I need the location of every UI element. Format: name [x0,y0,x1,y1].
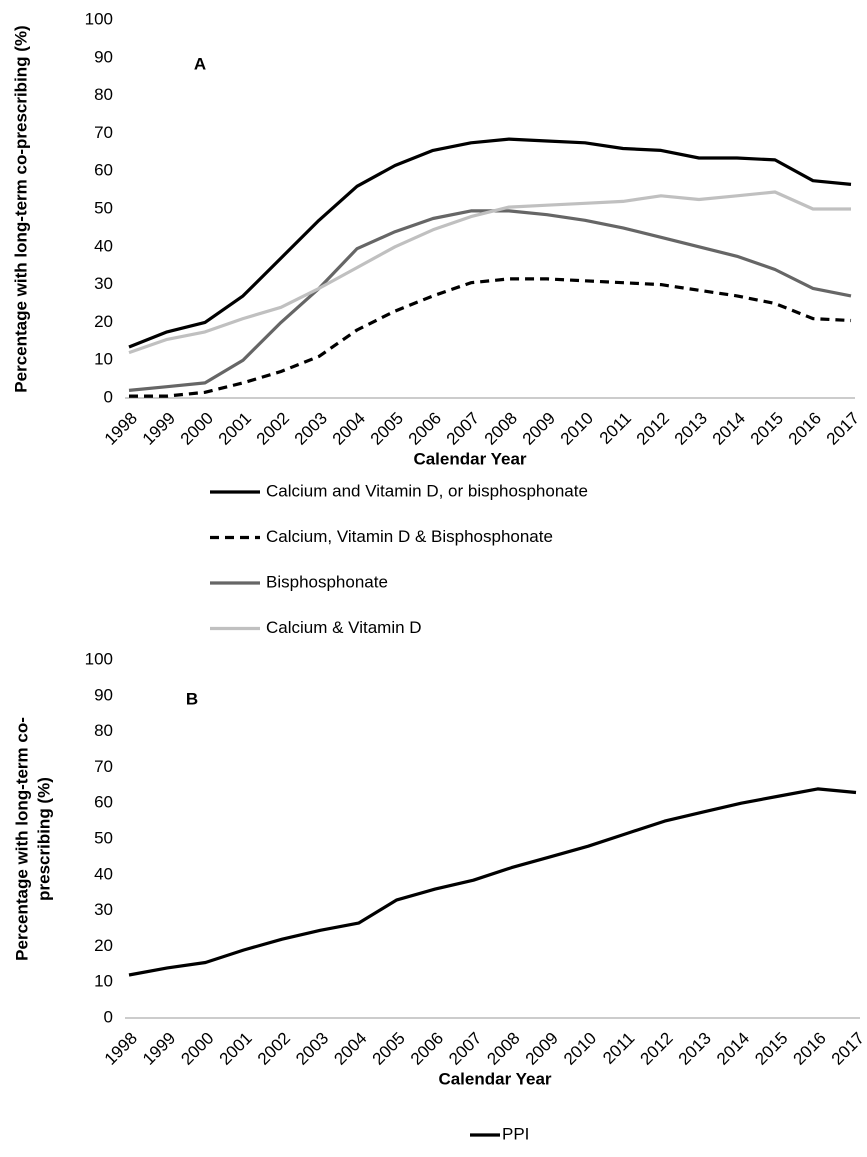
x-tick-label: 2010 [557,409,597,449]
x-tick-label: 2001 [216,1029,256,1069]
x-tick-label: 1999 [139,409,179,449]
series-line [128,787,857,977]
x-tick-label: 2002 [253,409,293,449]
y-tick-label: 100 [85,9,113,28]
x-tick-label: 2017 [828,1029,867,1069]
series-line [128,190,851,355]
legend-label: Calcium, Vitamin D & Bisphosphonate [266,527,553,546]
y-tick-label: 90 [94,47,113,66]
x-tick-label: 2014 [713,1029,753,1069]
y-tick-label: 80 [94,721,113,740]
x-tick-label: 2005 [367,409,407,449]
y-tick-label: 10 [94,972,113,991]
x-tick-label: 1998 [101,409,141,449]
y-tick-label: 70 [94,123,113,142]
y-tick-label: 30 [94,900,113,919]
x-tick-label: 2008 [483,1029,523,1069]
y-tick-label: 20 [94,312,113,331]
x-tick-label: 2007 [445,1029,485,1069]
x-axis-label: Calendar Year [413,449,526,468]
legend-label: Bisphosphonate [266,572,388,591]
x-tick-label: 2006 [405,409,445,449]
y-tick-label: 10 [94,350,113,369]
y-tick-label: 60 [94,161,113,180]
x-tick-label: 1999 [139,1029,179,1069]
x-tick-label: 2005 [369,1029,409,1069]
x-tick-label: 2015 [751,1029,791,1069]
x-tick-label: 2012 [633,409,673,449]
y-tick-label: 0 [104,1007,113,1026]
x-tick-label: 2004 [329,409,369,449]
y-tick-label: 70 [94,757,113,776]
y-tick-label: 50 [94,828,113,847]
x-tick-label: 2013 [675,1029,715,1069]
series-line [128,137,852,349]
x-axis-label: Calendar Year [438,1069,551,1088]
x-tick-label: 2000 [177,1029,217,1069]
x-tick-label: 2011 [599,1029,638,1068]
x-tick-label: 2011 [596,409,635,448]
x-tick-label: 2006 [407,1029,447,1069]
legend-label: Calcium and Vitamin D, or bisphosphonate [266,481,588,500]
y-axis-label: prescribing (%) [34,777,53,901]
x-tick-label: 2007 [443,409,483,449]
y-tick-label: 100 [85,649,113,668]
x-tick-label: 2014 [709,409,749,449]
x-tick-label: 2016 [790,1029,830,1069]
annotation: B [186,689,198,708]
y-axis-label: Percentage with long-term co- [12,717,31,961]
y-tick-label: 80 [94,85,113,104]
y-tick-label: 40 [94,864,113,883]
x-tick-label: 2002 [254,1029,294,1069]
x-tick-label: 2001 [215,409,255,449]
x-tick-label: 2012 [637,1029,677,1069]
x-tick-label: 2017 [823,409,863,449]
x-tick-label: 2016 [785,409,825,449]
y-axis-label: Percentage with long-term co-prescribing… [11,25,30,392]
y-tick-label: 90 [94,685,113,704]
legend-label: PPI [502,1124,529,1143]
x-tick-label: 2008 [481,409,521,449]
legend-label: Calcium & Vitamin D [266,618,422,637]
y-tick-label: 0 [104,387,113,406]
x-tick-label: 2013 [671,409,711,449]
y-tick-label: 60 [94,793,113,812]
series-line [129,277,852,398]
annotation: A [194,54,206,73]
x-tick-label: 2009 [522,1029,562,1069]
x-tick-label: 2003 [292,1029,332,1069]
x-tick-label: 2004 [330,1029,370,1069]
y-tick-label: 50 [94,198,113,217]
y-tick-label: 30 [94,274,113,293]
x-tick-label: 2010 [560,1029,600,1069]
y-tick-label: 40 [94,236,113,255]
x-tick-label: 2003 [291,409,331,449]
x-tick-label: 2000 [177,409,217,449]
y-tick-label: 20 [94,936,113,955]
x-tick-label: 1998 [101,1029,141,1069]
x-tick-label: 2009 [519,409,559,449]
x-tick-label: 2015 [747,409,787,449]
